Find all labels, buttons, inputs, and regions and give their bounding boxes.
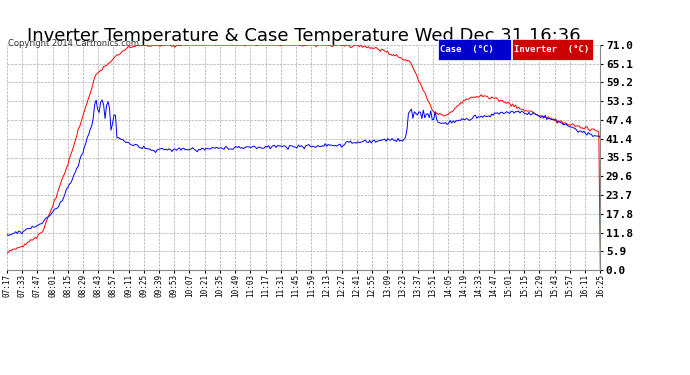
Title: Inverter Temperature & Case Temperature Wed Dec 31 16:36: Inverter Temperature & Case Temperature … bbox=[27, 27, 580, 45]
Text: Copyright 2014 Cartronics.com: Copyright 2014 Cartronics.com bbox=[8, 39, 139, 48]
Text: Case  (°C): Case (°C) bbox=[440, 45, 494, 54]
Text: Inverter  (°C): Inverter (°C) bbox=[514, 45, 589, 54]
